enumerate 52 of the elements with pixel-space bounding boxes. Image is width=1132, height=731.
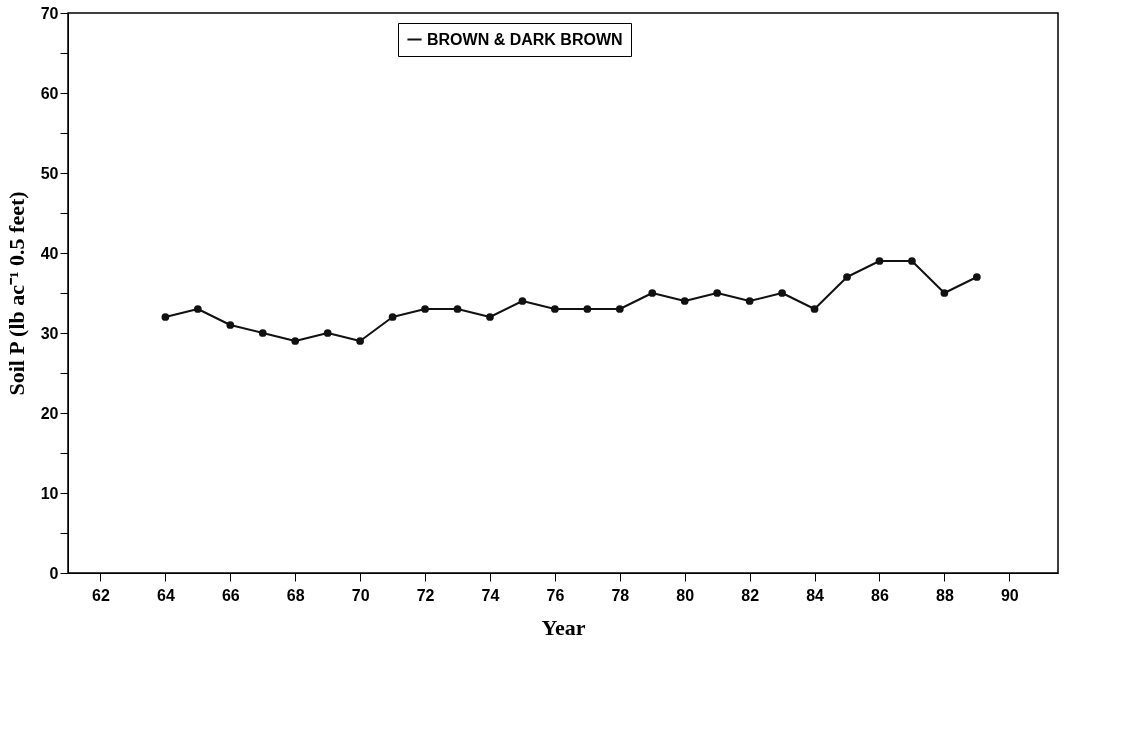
y-tick-label: 0 xyxy=(49,564,59,582)
x-tick-label: 72 xyxy=(416,586,435,604)
x-tick-label: 80 xyxy=(676,586,695,604)
x-tick-label: 70 xyxy=(351,586,370,604)
x-tick-label: 74 xyxy=(481,586,500,604)
x-tick-label: 62 xyxy=(92,586,110,604)
y-tick-label: 60 xyxy=(40,84,59,102)
x-tick-label: 68 xyxy=(286,586,305,604)
x-tick-label: 78 xyxy=(611,586,630,604)
point xyxy=(388,313,397,321)
point xyxy=(745,297,754,305)
point xyxy=(518,297,527,305)
y-tick-label: 40 xyxy=(40,244,59,262)
point xyxy=(161,313,170,321)
point xyxy=(778,289,786,297)
point xyxy=(713,289,722,297)
point xyxy=(940,289,949,297)
y-tick-label: 10 xyxy=(40,484,59,502)
point xyxy=(551,305,559,313)
x-tick-label: 76 xyxy=(546,586,565,604)
point xyxy=(583,305,592,313)
legend-label: BROWN & DARK BROWN xyxy=(427,30,623,48)
x-tick-label: 82 xyxy=(741,586,760,604)
point xyxy=(875,257,884,265)
point xyxy=(226,321,235,329)
y-tick-label: 20 xyxy=(40,404,59,422)
point xyxy=(615,305,624,313)
point xyxy=(258,329,267,337)
y-tick-label: 70 xyxy=(40,4,59,22)
point xyxy=(680,297,689,305)
y-tick-label: 30 xyxy=(40,324,59,342)
x-tick-label: 88 xyxy=(935,586,954,604)
x-tick-label: 84 xyxy=(806,586,825,604)
point xyxy=(648,289,657,297)
point xyxy=(453,305,462,313)
y-tick-label: 50 xyxy=(40,164,59,182)
point xyxy=(486,313,494,321)
point xyxy=(843,273,851,281)
point xyxy=(291,337,300,345)
point xyxy=(810,305,819,313)
point xyxy=(323,329,332,337)
x-tick-label: 90 xyxy=(1000,586,1019,604)
point xyxy=(356,337,364,345)
y-axis-title: Soil P (lb ac⁻¹ 0.5 feet) xyxy=(3,191,29,396)
x-tick-label: 86 xyxy=(871,586,889,604)
x-tick-label: 66 xyxy=(221,586,240,604)
x-axis-title: Year xyxy=(541,614,586,640)
point xyxy=(908,257,916,265)
x-tick-label: 64 xyxy=(156,586,175,604)
point xyxy=(972,273,981,281)
point xyxy=(193,305,202,313)
point xyxy=(421,305,429,313)
